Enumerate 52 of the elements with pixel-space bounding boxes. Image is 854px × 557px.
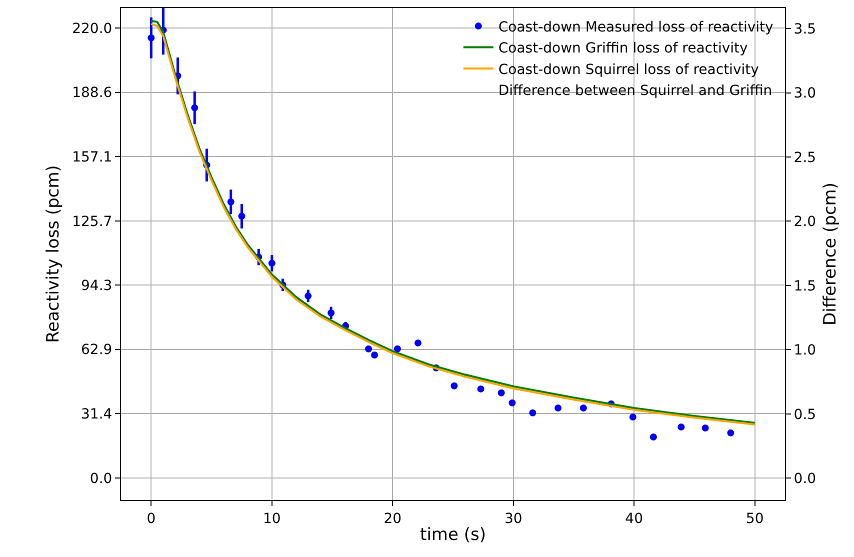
point: [148, 34, 155, 42]
legend-label: Coast-down Squirrel loss of reactivity: [498, 62, 759, 78]
point: [227, 198, 234, 206]
point: [508, 399, 516, 406]
point: [394, 345, 401, 352]
y2-tick-label: 1.5: [794, 278, 816, 294]
y-tick-label: 220.0: [72, 20, 112, 37]
y-tick-label: 188.6: [72, 85, 112, 102]
x-tick-label: 40: [625, 510, 644, 527]
y2-tick-label: 3.0: [794, 86, 816, 102]
y-tick-label: 62.9: [81, 342, 112, 358]
x-tick-label: 50: [746, 510, 764, 527]
y-tick-label: 125.7: [72, 214, 112, 230]
point: [554, 404, 562, 412]
point: [268, 260, 276, 267]
y-tick-label: 157.1: [72, 150, 112, 166]
y2-tick-label: 0.0: [794, 471, 816, 488]
text: Difference between Squirrel and Griffin: [498, 83, 772, 100]
y-axis-title: Reactivity loss (pcm): [44, 165, 64, 343]
point: [529, 409, 536, 416]
point: [364, 345, 372, 352]
point: [371, 352, 378, 359]
point: [629, 413, 636, 420]
y2-tick-label: 2.5: [794, 150, 816, 166]
y2-tick-label: 1.0: [794, 342, 816, 359]
y2-tick-label: 0.5: [794, 406, 816, 423]
point: [238, 212, 246, 220]
y2-tick-label: 2.0: [794, 214, 816, 230]
point: [678, 424, 685, 430]
point: [498, 389, 505, 396]
point: [702, 424, 709, 432]
legend-label: Coast-down Measured loss of reactivity: [498, 20, 774, 36]
legend-label: Coast-down Griffin loss of reactivity: [498, 40, 748, 57]
y2-axis-title: Difference (pcm): [820, 182, 840, 326]
x-axis-title: time (s): [420, 525, 486, 546]
point: [727, 429, 734, 436]
point: [328, 309, 335, 316]
x-tick-label: 0: [146, 510, 156, 527]
point: [650, 434, 657, 441]
y2-tick-label: 3.5: [794, 21, 816, 38]
point: [450, 382, 458, 390]
y-tick-label: 31.4: [81, 406, 112, 423]
point: [414, 339, 422, 346]
point: [304, 292, 312, 300]
point: [191, 104, 198, 112]
x-tick-label: 10: [262, 510, 281, 527]
x-tick-label: 20: [384, 510, 402, 527]
point: [580, 404, 587, 412]
x-tick-label: 30: [504, 510, 522, 527]
y-tick-label: 0.0: [90, 470, 112, 487]
y-tick-label: 94.3: [81, 278, 112, 294]
point: [477, 385, 484, 392]
